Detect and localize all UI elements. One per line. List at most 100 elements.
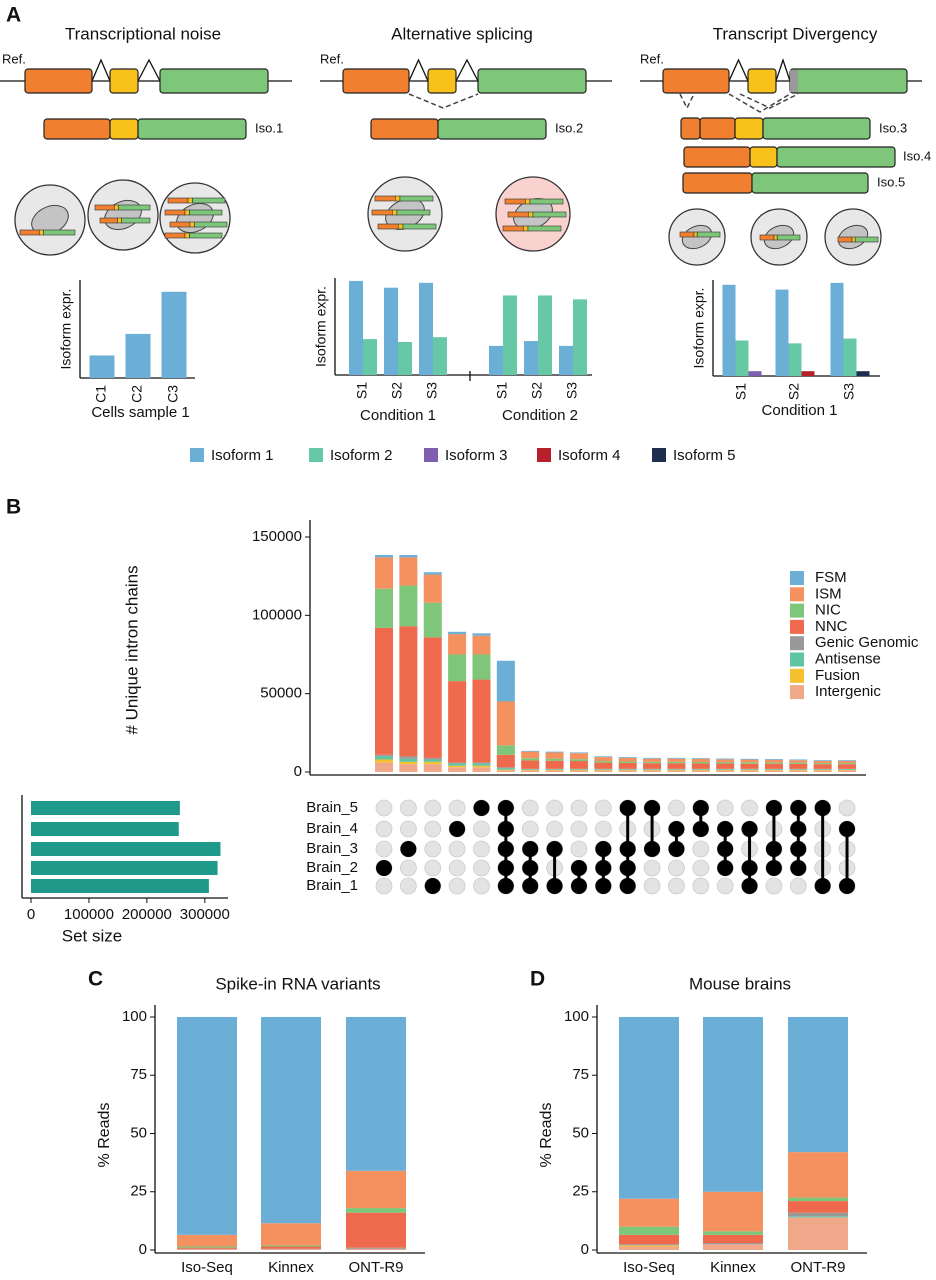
- intron: [455, 58, 479, 82]
- bar-segment: [399, 761, 418, 765]
- bar-segment: [346, 1248, 406, 1250]
- bar-segment: [399, 764, 418, 772]
- member-dot: [790, 841, 807, 857]
- bar-segment: [703, 1244, 763, 1250]
- bar-segment: [521, 769, 540, 770]
- column-title: Alternative splicing: [391, 24, 533, 43]
- transcript: [189, 221, 195, 228]
- bar-segment: [740, 763, 759, 769]
- bar-segment: [667, 761, 686, 764]
- transcript: [377, 223, 399, 230]
- isoform-label: Iso.2: [555, 120, 583, 135]
- empty-dot: [399, 799, 417, 817]
- set-label: Brain_2: [306, 859, 358, 876]
- bar-segment: [703, 1191, 763, 1232]
- x-tick-label: 300000: [180, 906, 230, 923]
- set-label: Brain_4: [306, 820, 358, 837]
- transcript: [527, 211, 534, 218]
- bar: [735, 340, 749, 376]
- x-tick-label: 200000: [122, 906, 172, 923]
- member-dot: [522, 860, 539, 876]
- bar-segment: [691, 763, 710, 769]
- bar-segment: [545, 760, 564, 769]
- bar-segment: [716, 769, 735, 770]
- legend-label: NNC: [815, 618, 848, 635]
- empty-dot: [668, 877, 685, 895]
- splice-junction: [728, 93, 791, 113]
- x-axis-label: Cells sample 1: [91, 404, 189, 421]
- transcript: [397, 223, 404, 230]
- splice-junction: [739, 93, 799, 109]
- member-dot: [765, 860, 782, 876]
- transcript: [837, 236, 853, 243]
- bar-segment: [375, 754, 393, 757]
- bar-segment: [716, 759, 735, 763]
- bar-segment: [346, 1212, 406, 1248]
- bar-segment: [813, 760, 832, 762]
- legend-label: Isoform 2: [330, 447, 393, 464]
- legend-swatch: [790, 685, 804, 700]
- bar: [722, 284, 736, 376]
- member-dot: [619, 878, 636, 894]
- empty-dot: [546, 820, 563, 838]
- exon-part: [790, 70, 798, 92]
- bar-segment: [521, 758, 540, 761]
- transcript: [187, 197, 193, 204]
- empty-dot: [473, 877, 490, 895]
- bar-segment: [691, 758, 710, 762]
- bar-segment: [177, 1017, 237, 1235]
- bar-segment: [177, 1234, 237, 1247]
- legend-swatch: [537, 448, 551, 462]
- bar-segment: [789, 762, 808, 764]
- bar-segment: [691, 769, 710, 770]
- x-tick-label: S1: [354, 382, 370, 399]
- member-dot: [741, 860, 758, 876]
- bar-segment: [375, 756, 393, 760]
- bar-segment: [375, 588, 393, 628]
- bar-segment: [667, 757, 686, 759]
- x-tick-label: S3: [424, 382, 440, 399]
- bar-segment: [496, 745, 515, 755]
- bar-segment: [838, 764, 857, 769]
- bar-segment: [643, 758, 662, 762]
- exon: [789, 68, 908, 94]
- bar-segment: [740, 759, 759, 763]
- exon: [43, 118, 111, 140]
- legend-swatch: [790, 652, 804, 667]
- exon: [762, 117, 871, 140]
- bar-segment: [346, 1208, 406, 1213]
- bar-segment: [521, 750, 540, 752]
- bar-segment: [764, 763, 783, 769]
- set-label: Brain_1: [306, 877, 358, 894]
- bar-segment: [740, 758, 759, 760]
- bar: [573, 299, 587, 375]
- bar-segment: [346, 1017, 406, 1171]
- bar-segment: [448, 634, 467, 655]
- exon: [109, 68, 139, 94]
- legend-label: Isoform 5: [673, 447, 736, 464]
- legend-label: Isoform 4: [558, 447, 621, 464]
- bar-segment: [716, 763, 735, 769]
- bar-segment: [261, 1246, 321, 1249]
- bar-segment: [838, 769, 857, 770]
- exon: [699, 117, 736, 140]
- bar-segment: [788, 1212, 848, 1217]
- transcript: [194, 221, 228, 228]
- transcript: [773, 234, 778, 241]
- chart-title: Mouse brains: [689, 974, 791, 993]
- intron: [775, 57, 791, 82]
- bar-segment: [472, 765, 491, 768]
- bar-segment: [788, 1217, 848, 1250]
- ref-label: Ref.: [2, 51, 26, 66]
- empty-dot: [448, 877, 466, 895]
- member-dot: [595, 841, 612, 857]
- x-tick-label: S3: [841, 383, 857, 400]
- bar: [524, 341, 538, 375]
- bar-segment: [594, 762, 613, 769]
- bar-segment: [764, 769, 783, 770]
- legend-swatch: [790, 619, 804, 634]
- legend-swatch: [790, 603, 804, 618]
- bar-segment: [496, 754, 515, 768]
- empty-dot: [448, 799, 466, 817]
- bar-segment: [619, 1245, 679, 1247]
